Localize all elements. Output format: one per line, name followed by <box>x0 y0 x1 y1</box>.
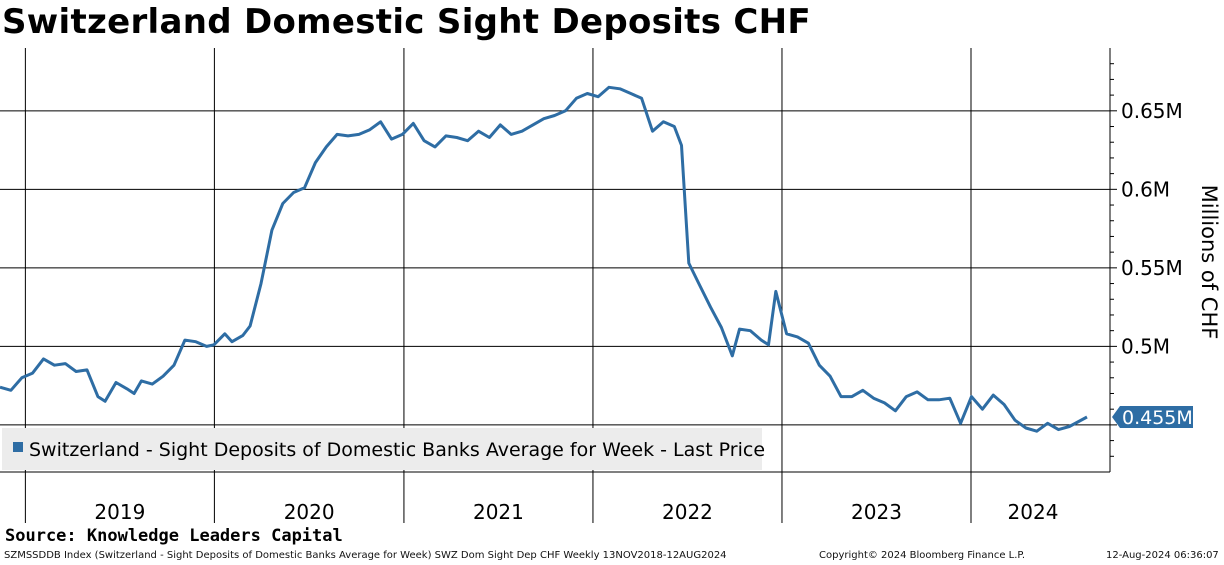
y-tick-label: 0.5M <box>1121 334 1170 358</box>
last-value-marker: 0.455M <box>1112 406 1193 429</box>
y-axis: 0.5M 0.55M 0.6M 0.65M <box>1110 63 1183 457</box>
last-value-label: 0.455M <box>1122 407 1193 429</box>
y-tick-label: 0.65M <box>1121 99 1183 123</box>
legend-swatch <box>13 442 23 452</box>
grid-lines <box>0 48 1111 523</box>
chart-title: Switzerland Domestic Sight Deposits CHF <box>2 2 811 42</box>
y-axis-title: Millions of CHF <box>1197 185 1221 340</box>
x-tick-label: 2023 <box>851 500 902 524</box>
x-tick-label: 2020 <box>284 500 335 524</box>
x-tick-label: 2022 <box>662 500 713 524</box>
footer-timestamp: 12-Aug-2024 06:36:07 <box>1106 550 1219 561</box>
x-tick-label: 2024 <box>1008 500 1059 524</box>
footer-ticker-description: SZMSSDDB Index (Switzerland - Sight Depo… <box>4 550 727 561</box>
legend: Switzerland - Sight Deposits of Domestic… <box>2 428 765 470</box>
x-tick-label: 2021 <box>473 500 524 524</box>
source-note: Source: Knowledge Leaders Capital <box>5 526 343 546</box>
x-tick-label: 2019 <box>94 500 145 524</box>
y-tick-label: 0.6M <box>1121 177 1170 201</box>
legend-label: Switzerland - Sight Deposits of Domestic… <box>29 439 765 461</box>
last-value-badge <box>1112 406 1193 429</box>
y-tick-label: 0.55M <box>1121 256 1183 280</box>
legend-background <box>2 428 762 470</box>
series-layer <box>0 85 1088 433</box>
x-axis-labels: 2019 2020 2021 2022 2023 2024 <box>94 500 1058 524</box>
series-line <box>0 85 1088 433</box>
footer-copyright: Copyright© 2024 Bloomberg Finance L.P. <box>819 550 1026 561</box>
